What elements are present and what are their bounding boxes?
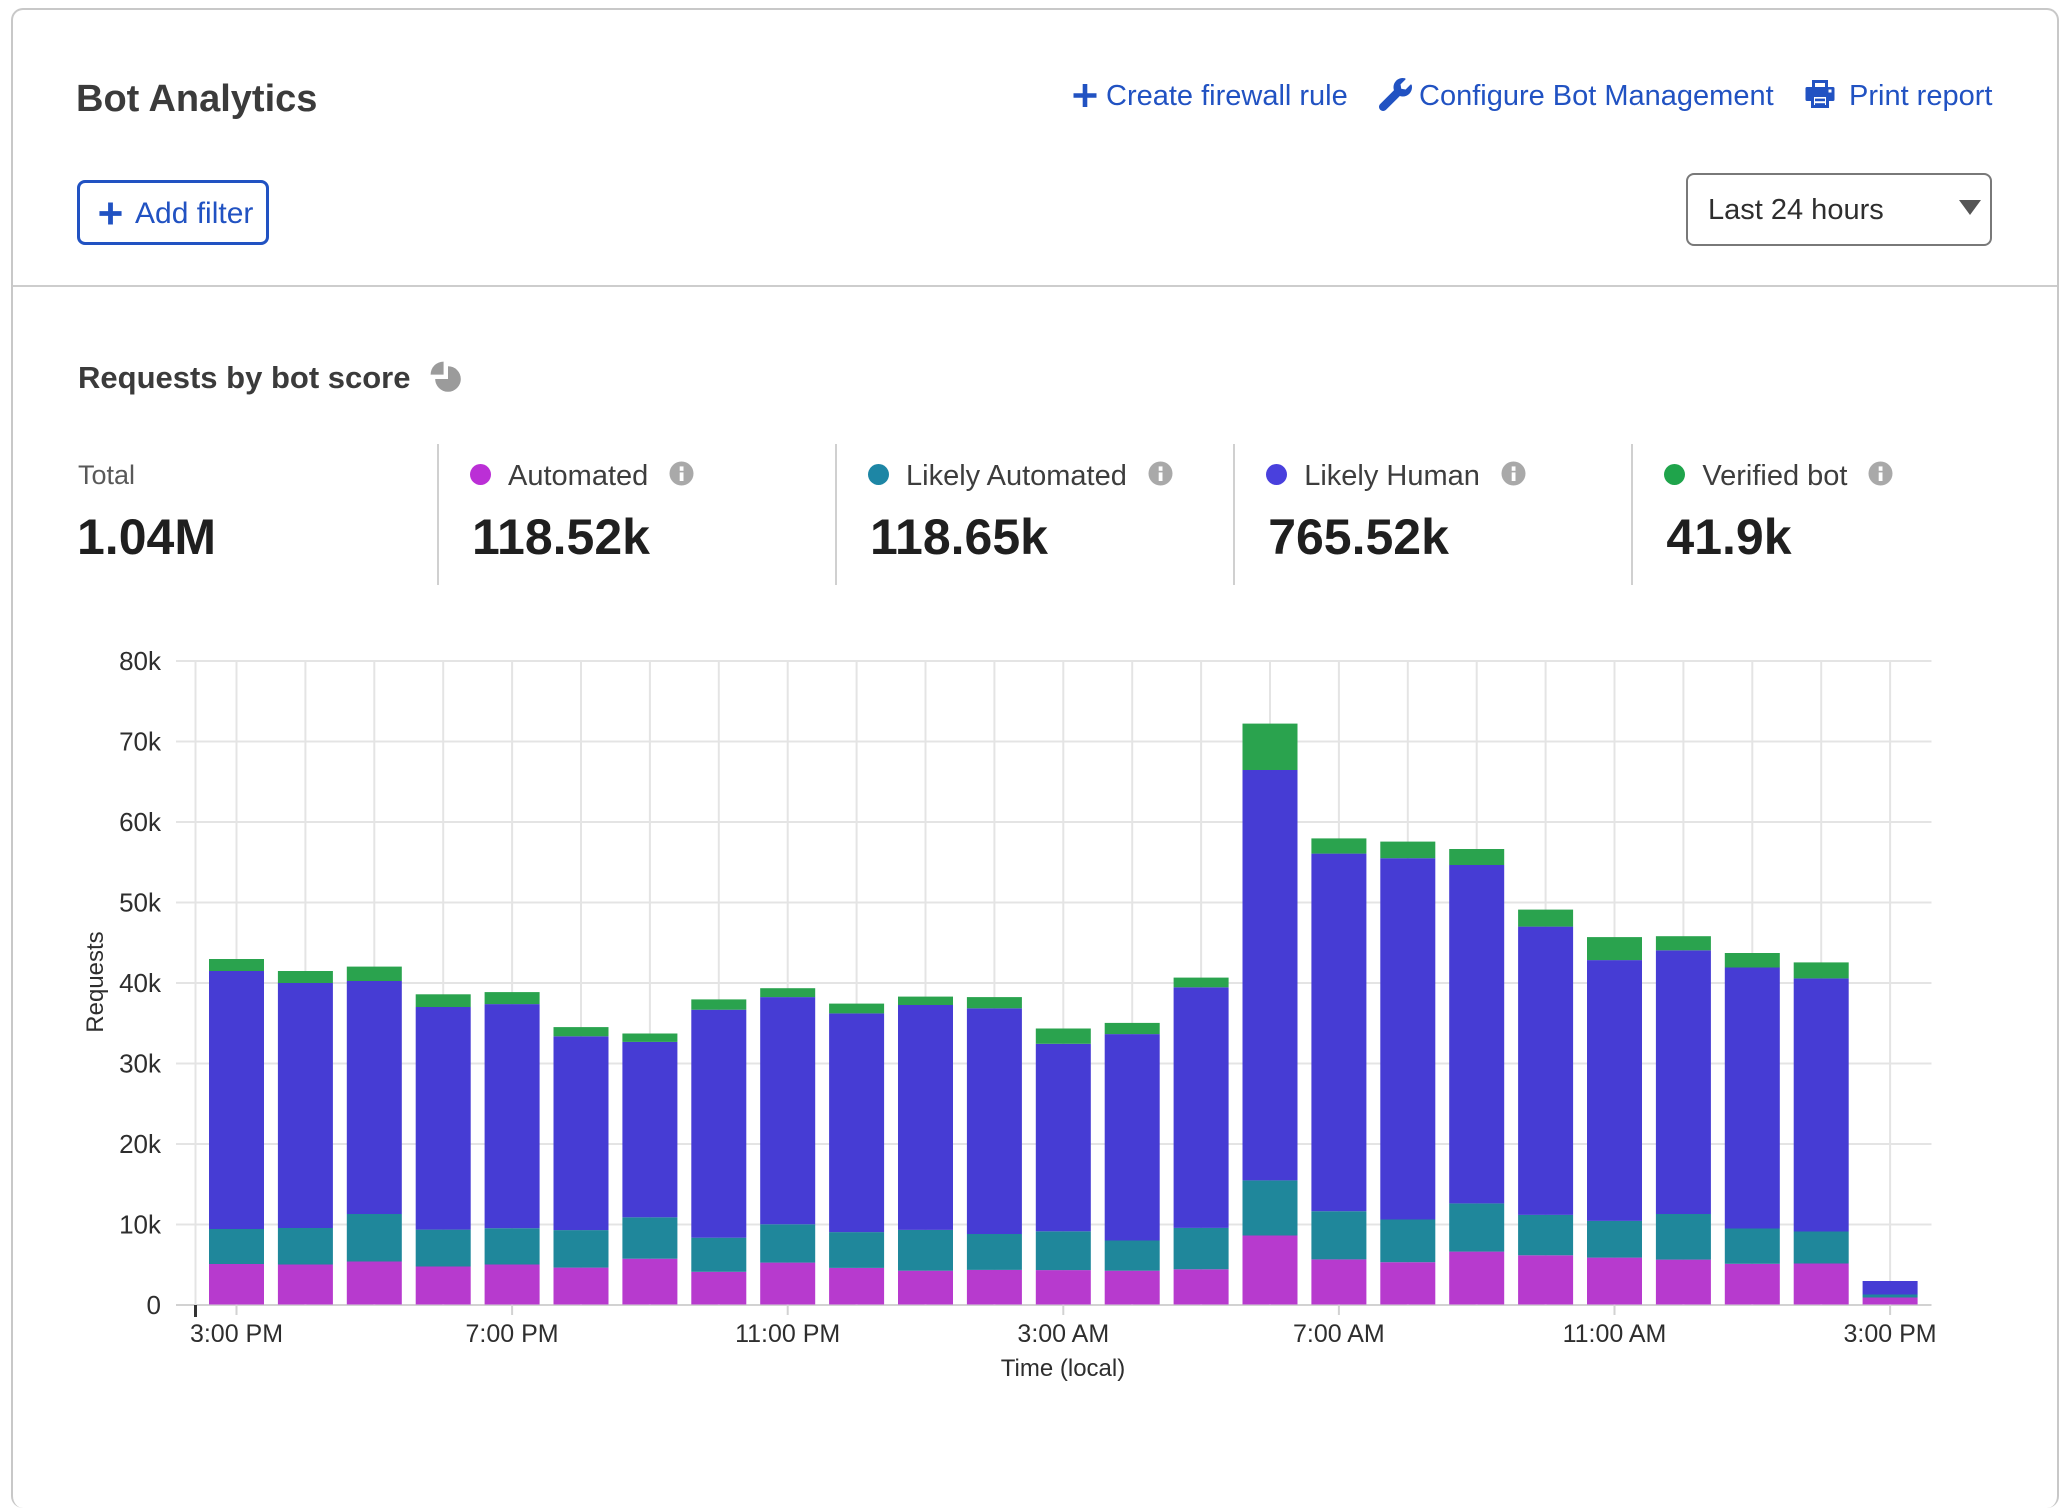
- svg-text:70k: 70k: [119, 727, 162, 757]
- svg-text:3:00 PM: 3:00 PM: [190, 1320, 283, 1348]
- svg-text:0: 0: [147, 1290, 161, 1320]
- svg-text:80k: 80k: [119, 646, 162, 676]
- svg-text:30k: 30k: [119, 1049, 162, 1079]
- svg-text:11:00 PM: 11:00 PM: [735, 1320, 840, 1348]
- svg-text:10k: 10k: [119, 1210, 162, 1240]
- svg-text:7:00 AM: 7:00 AM: [1293, 1320, 1385, 1348]
- svg-text:40k: 40k: [119, 968, 162, 998]
- svg-text:50k: 50k: [119, 888, 162, 918]
- svg-text:3:00 PM: 3:00 PM: [1844, 1320, 1937, 1348]
- svg-text:11:00 AM: 11:00 AM: [1563, 1320, 1667, 1348]
- svg-text:3:00 AM: 3:00 AM: [1017, 1320, 1109, 1348]
- svg-text:20k: 20k: [119, 1129, 162, 1159]
- svg-text:Requests: Requests: [82, 931, 109, 1032]
- svg-text:Time (local): Time (local): [1001, 1355, 1125, 1382]
- svg-text:7:00 PM: 7:00 PM: [466, 1320, 559, 1348]
- svg-text:60k: 60k: [119, 807, 162, 837]
